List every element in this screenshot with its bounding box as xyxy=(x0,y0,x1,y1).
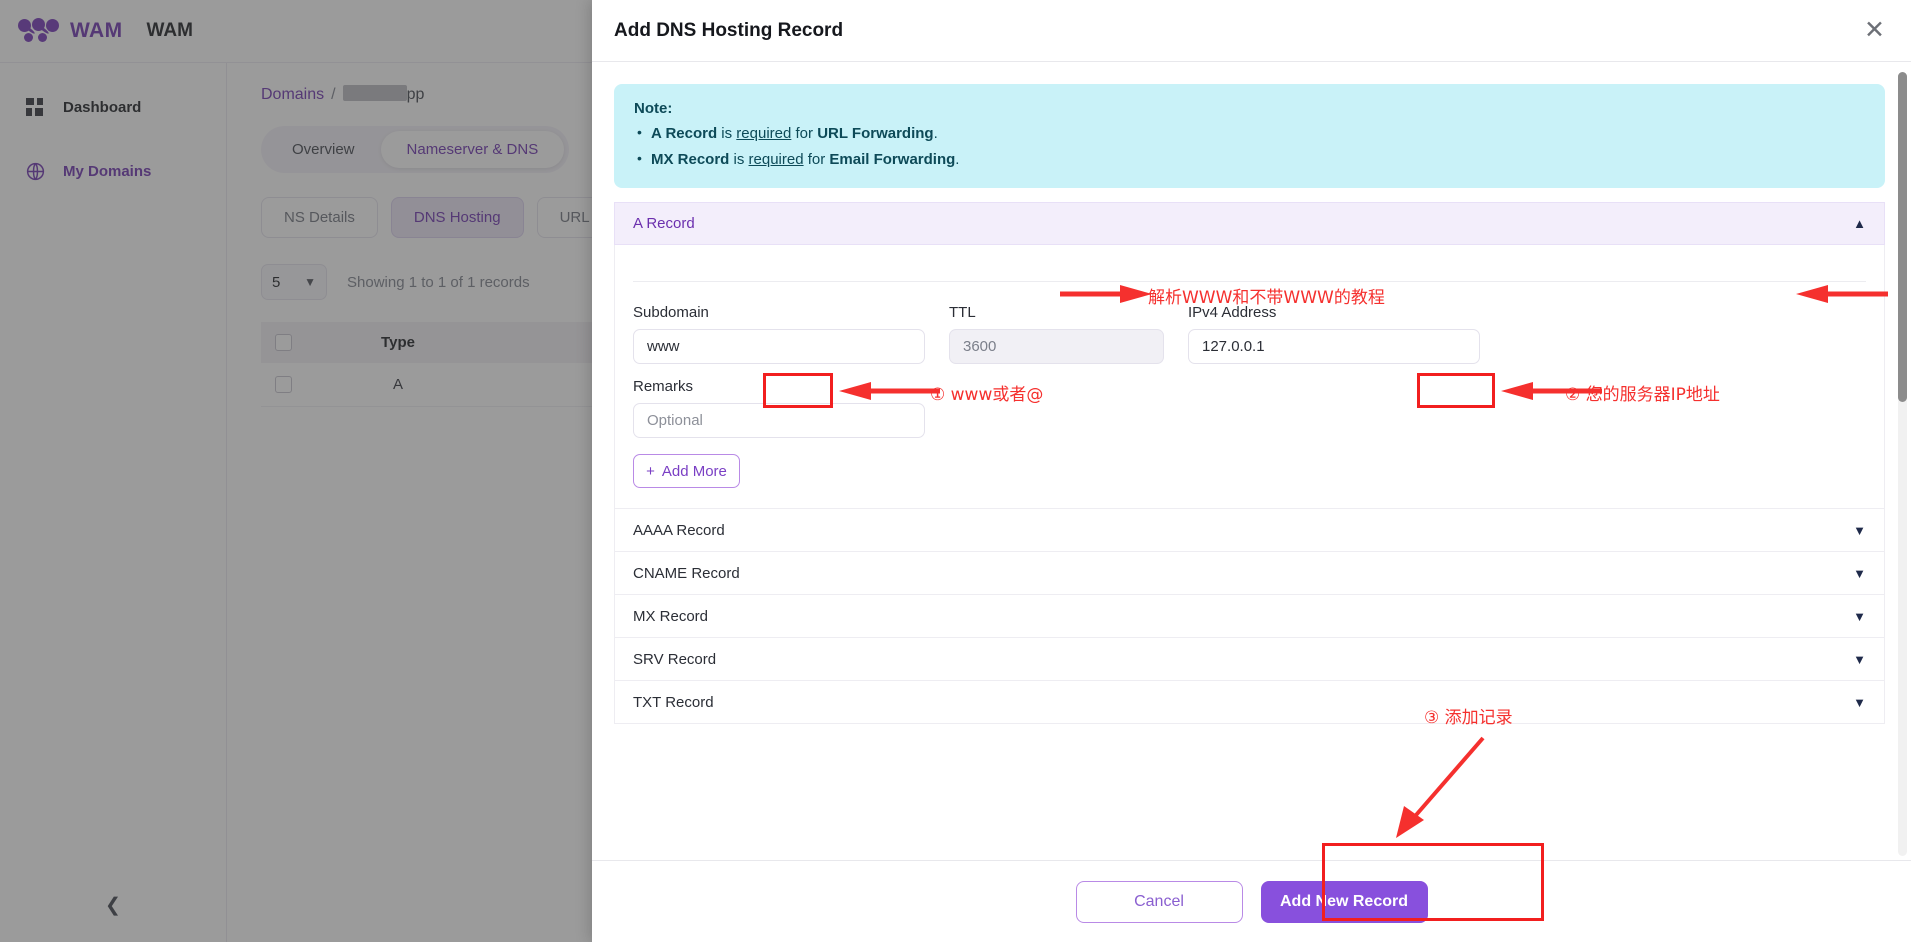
a-record-panel: Subdomain www TTL 3600 IPv4 Address 127.… xyxy=(614,245,1885,509)
modal-header: Add DNS Hosting Record ✕ xyxy=(592,0,1911,62)
chevron-down-icon: ▼ xyxy=(1853,608,1866,624)
ipv4-field-group: IPv4 Address 127.0.0.1 xyxy=(1188,304,1480,364)
plus-icon: + xyxy=(646,462,655,480)
modal-footer: Cancel Add New Record xyxy=(592,860,1911,942)
add-more-button[interactable]: + Add More xyxy=(633,454,740,488)
ttl-field-group: TTL 3600 xyxy=(949,304,1164,364)
accordion-header-mx-record[interactable]: MX Record ▼ xyxy=(614,595,1885,638)
accordion-header-a-record[interactable]: A Record ▲ xyxy=(614,202,1885,245)
ipv4-label: IPv4 Address xyxy=(1188,304,1277,321)
chevron-down-icon: ▼ xyxy=(1853,565,1866,581)
subdomain-field-group: Subdomain www xyxy=(633,304,925,364)
chevron-up-icon: ▲ xyxy=(1853,216,1866,231)
note-bold-b: Email Forwarding xyxy=(829,151,956,168)
subdomain-label: Subdomain xyxy=(633,304,709,321)
accordion-header-aaaa-record[interactable]: AAAA Record ▼ xyxy=(614,509,1885,552)
ipv4-input[interactable]: 127.0.0.1 xyxy=(1188,329,1480,364)
note-mid: is xyxy=(717,125,737,142)
cancel-button[interactable]: Cancel xyxy=(1075,880,1243,923)
ttl-input[interactable]: 3600 xyxy=(949,329,1164,364)
note-title: Note: xyxy=(634,100,673,117)
panel-divider xyxy=(633,281,1866,282)
note-mid2: for xyxy=(791,125,818,142)
a-record-field-row: Subdomain www TTL 3600 IPv4 Address 127.… xyxy=(633,304,1866,364)
ttl-label: TTL xyxy=(949,304,976,321)
modal-body: Note: A Record is required for URL Forwa… xyxy=(592,62,1911,860)
add-dns-record-modal: Add DNS Hosting Record ✕ Note: A Record … xyxy=(592,0,1911,942)
accordion-header-cname-record[interactable]: CNAME Record ▼ xyxy=(614,552,1885,595)
note-bold-a: A Record xyxy=(651,125,718,142)
remarks-input[interactable]: Optional xyxy=(633,403,925,438)
note-underline: required xyxy=(736,125,792,142)
remarks-label: Remarks xyxy=(633,378,694,395)
modal-title: Add DNS Hosting Record xyxy=(614,19,844,41)
accordion-label: SRV Record xyxy=(633,650,717,668)
note-mid2: for xyxy=(803,151,830,168)
modal-scrollbar[interactable] xyxy=(1898,72,1907,856)
note-end: . xyxy=(955,151,960,168)
add-new-record-button[interactable]: Add New Record xyxy=(1260,880,1428,923)
close-icon[interactable]: ✕ xyxy=(1864,16,1885,44)
scrollbar-thumb[interactable] xyxy=(1898,72,1907,402)
note-bold-b: URL Forwarding xyxy=(817,125,934,142)
accordion-header-txt-record[interactable]: TXT Record ▼ xyxy=(614,681,1885,724)
accordion-label: CNAME Record xyxy=(633,564,740,582)
record-type-accordion: A Record ▲ Subdomain www TTL 3600 IPv4 A… xyxy=(614,202,1885,724)
accordion-label: MX Record xyxy=(633,607,709,625)
note-end: . xyxy=(933,125,938,142)
subdomain-input[interactable]: www xyxy=(633,329,925,364)
note-bold-a: MX Record xyxy=(651,151,730,168)
note-callout: Note: A Record is required for URL Forwa… xyxy=(614,84,1885,188)
note-item: A Record is required for URL Forwarding. xyxy=(634,122,1865,144)
chevron-down-icon: ▼ xyxy=(1853,651,1866,667)
accordion-label: TXT Record xyxy=(633,693,714,711)
note-list: A Record is required for URL Forwarding.… xyxy=(634,122,1865,170)
chevron-down-icon: ▼ xyxy=(1853,694,1866,710)
accordion-label: AAAA Record xyxy=(633,521,725,539)
accordion-header-srv-record[interactable]: SRV Record ▼ xyxy=(614,638,1885,681)
note-item: MX Record is required for Email Forwardi… xyxy=(634,148,1865,170)
note-mid: is xyxy=(729,151,749,168)
note-underline: required xyxy=(748,151,804,168)
remarks-field-group: Remarks Optional xyxy=(633,378,925,438)
accordion-label: A Record xyxy=(633,215,695,232)
chevron-down-icon: ▼ xyxy=(1853,522,1866,538)
add-more-label: Add More xyxy=(661,462,727,480)
